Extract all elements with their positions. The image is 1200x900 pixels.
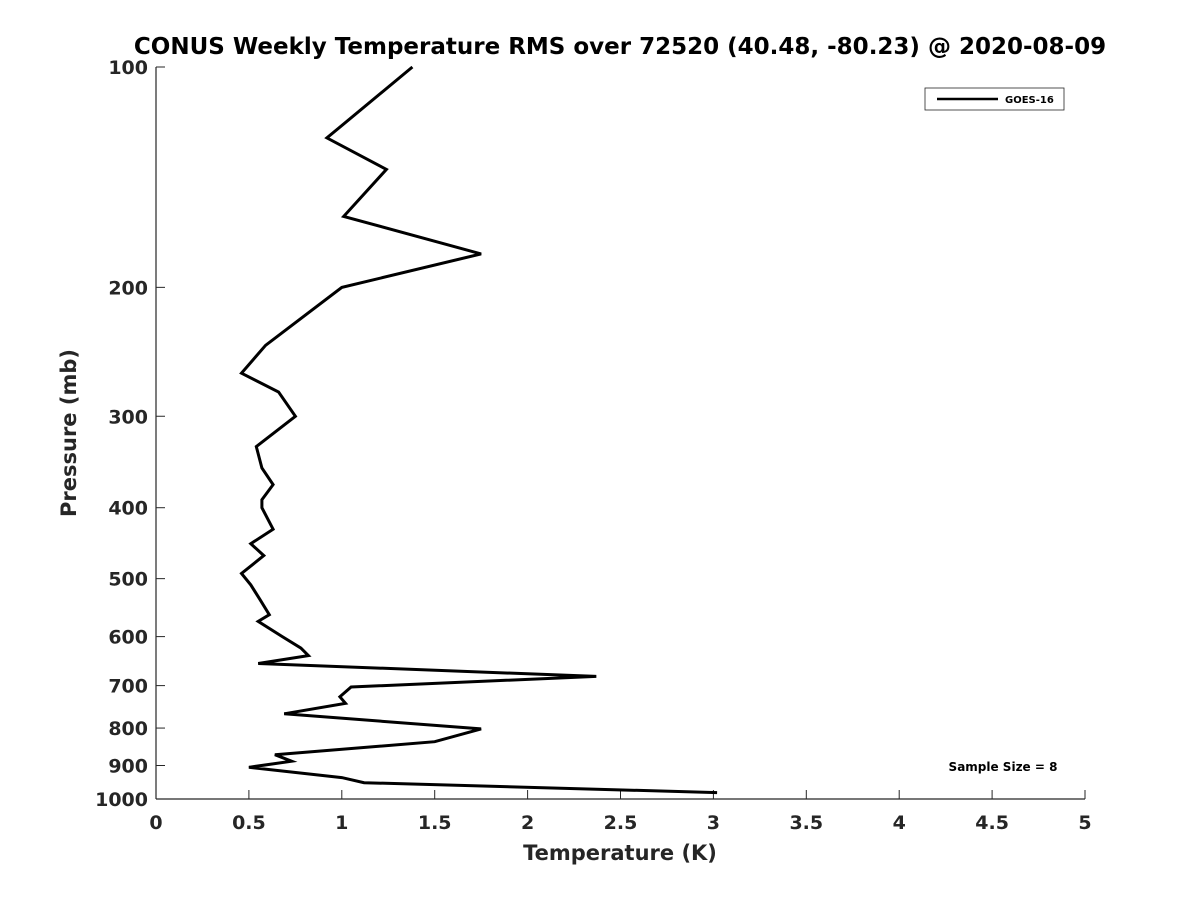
y-tick-label: 100 [108,57,148,79]
x-ticks: 0 0.5 1 1.5 2 2.5 3 3.5 4 4.5 5 [149,790,1092,834]
y-ticks: 100 200 300 400 500 600 700 800 900 1000 [95,57,165,811]
y-tick-label: 200 [108,277,148,299]
x-tick-label: 2 [521,812,534,834]
chart-title: CONUS Weekly Temperature RMS over 72520 … [134,34,1106,60]
series-layer [239,65,718,795]
x-tick-label: 1.5 [418,812,452,834]
y-tick-label: 300 [108,406,148,428]
y-tick-label: 500 [108,569,148,591]
x-tick-label: 0 [149,812,162,834]
legend-label-goes-16: GOES-16 [1005,95,1054,106]
series-goes-16-line [239,65,718,795]
x-tick-label: 5 [1078,812,1091,834]
x-tick-label: 3.5 [789,812,823,834]
y-axis-label: Pressure (mb) [57,349,81,517]
x-tick-label: 4.5 [975,812,1009,834]
y-tick-label: 700 [108,676,148,698]
x-tick-label: 4 [893,812,906,834]
y-tick-label: 900 [108,756,148,778]
x-axis-label: Temperature (K) [523,841,717,865]
legend: GOES-16 [924,87,1065,111]
x-tick-label: 0.5 [232,812,266,834]
sample-size-annotation: Sample Size = 8 [949,760,1058,774]
x-tick-label: 3 [707,812,720,834]
y-tick-label: 600 [108,627,148,649]
y-tick-label: 400 [108,498,148,520]
y-tick-label: 1000 [95,789,148,811]
x-tick-label: 1 [335,812,348,834]
plot-area: 0 0.5 1 1.5 2 2.5 3 3.5 4 4.5 5 100 200 300 400 500 600… [95,57,1092,834]
x-tick-label: 2.5 [604,812,638,834]
y-tick-label: 800 [108,718,148,740]
